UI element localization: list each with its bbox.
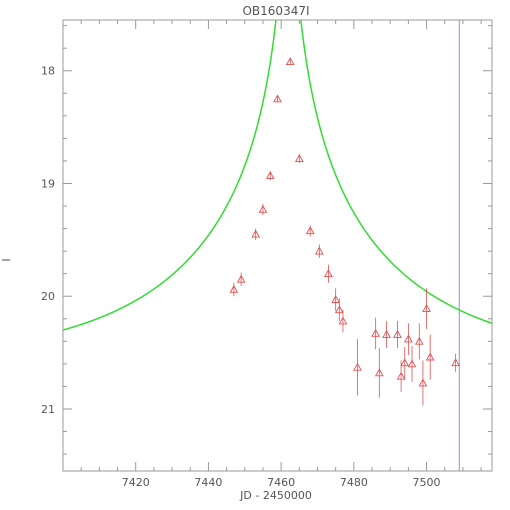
data-point	[294, 154, 304, 163]
data-point	[396, 371, 406, 380]
data-point	[407, 359, 417, 368]
y-tick-label: 18	[41, 65, 55, 78]
data-point	[314, 246, 324, 255]
data-point	[393, 330, 402, 338]
data-point	[338, 316, 348, 325]
y-tick-label: 20	[41, 290, 55, 303]
y-tick-label: 21	[41, 403, 55, 416]
data-point	[382, 330, 391, 338]
data-point	[285, 57, 295, 66]
data-point	[404, 334, 413, 343]
data-point	[258, 204, 268, 213]
data-point	[422, 304, 431, 312]
data-point	[400, 358, 410, 367]
data-point	[425, 352, 435, 361]
data-point	[334, 305, 344, 314]
model-curve	[63, 20, 492, 331]
data-point	[265, 171, 275, 179]
plot-frame	[62, 19, 493, 472]
x-tick-label: 7420	[122, 476, 150, 489]
y-tick-label: 19	[41, 177, 55, 190]
data-point	[353, 362, 362, 371]
data-point	[229, 284, 239, 293]
x-tick-label: 7480	[340, 476, 368, 489]
data-point	[236, 274, 246, 283]
x-tick-label: 7440	[194, 476, 222, 489]
data-point	[451, 358, 461, 367]
data-point	[371, 328, 381, 337]
y-axis-label: I	[0, 258, 13, 261]
x-tick-label: 7500	[413, 476, 441, 489]
data-point	[251, 229, 261, 238]
data-point	[331, 295, 341, 303]
x-tick-label: 7460	[267, 476, 295, 489]
chart-title: OB160347I	[242, 4, 309, 18]
data-point	[305, 226, 315, 235]
data-point	[414, 336, 424, 345]
data-point	[273, 94, 282, 103]
data-point	[324, 269, 333, 278]
data-point	[418, 378, 428, 387]
data-point	[374, 368, 384, 377]
x-axis-label: JD - 2450000	[239, 489, 312, 502]
